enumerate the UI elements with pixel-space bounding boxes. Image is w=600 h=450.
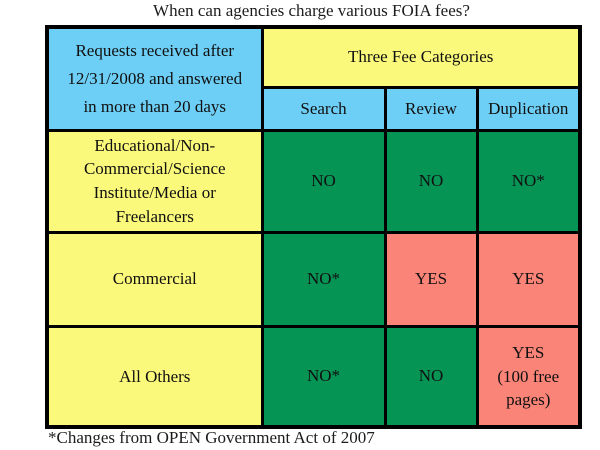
group-header-cell: Three Fee Categories [260,25,582,89]
fee-cell-all-others-search: NO* [260,324,387,429]
fee-cell-commercial-review: YES [383,230,479,328]
table-row-all-others: All Others NO* NO YES (100 free pages) [45,324,582,429]
column-header-review: Review [383,85,479,132]
corner-header-cell: Requests received after 12/31/2008 and a… [45,25,264,132]
row-label-educational: Educational/Non-Commercial/Science Insti… [45,128,264,234]
fees-table: Requests received after 12/31/2008 and a… [45,25,582,430]
column-header-duplication: Duplication [475,85,582,132]
page-title: When can agencies charge various FOIA fe… [153,1,470,20]
column-header-search: Search [260,85,387,132]
fee-cell-educational-review: NO [383,128,479,234]
fee-cell-all-others-duplication: YES (100 free pages) [475,324,582,429]
row-label-all-others: All Others [45,324,264,429]
fee-cell-commercial-duplication: YES [475,230,582,328]
row-label-commercial: Commercial [45,230,264,328]
table-row-educational: Educational/Non-Commercial/Science Insti… [45,128,582,234]
fee-cell-all-others-review: NO [383,324,479,429]
table-row-commercial: Commercial NO* YES YES [45,230,582,328]
fee-cell-commercial-search: NO* [260,230,387,328]
fee-cell-educational-search: NO [260,128,387,234]
footnote: *Changes from OPEN Government Act of 200… [48,428,375,447]
fee-cell-educational-duplication: NO* [475,128,582,234]
